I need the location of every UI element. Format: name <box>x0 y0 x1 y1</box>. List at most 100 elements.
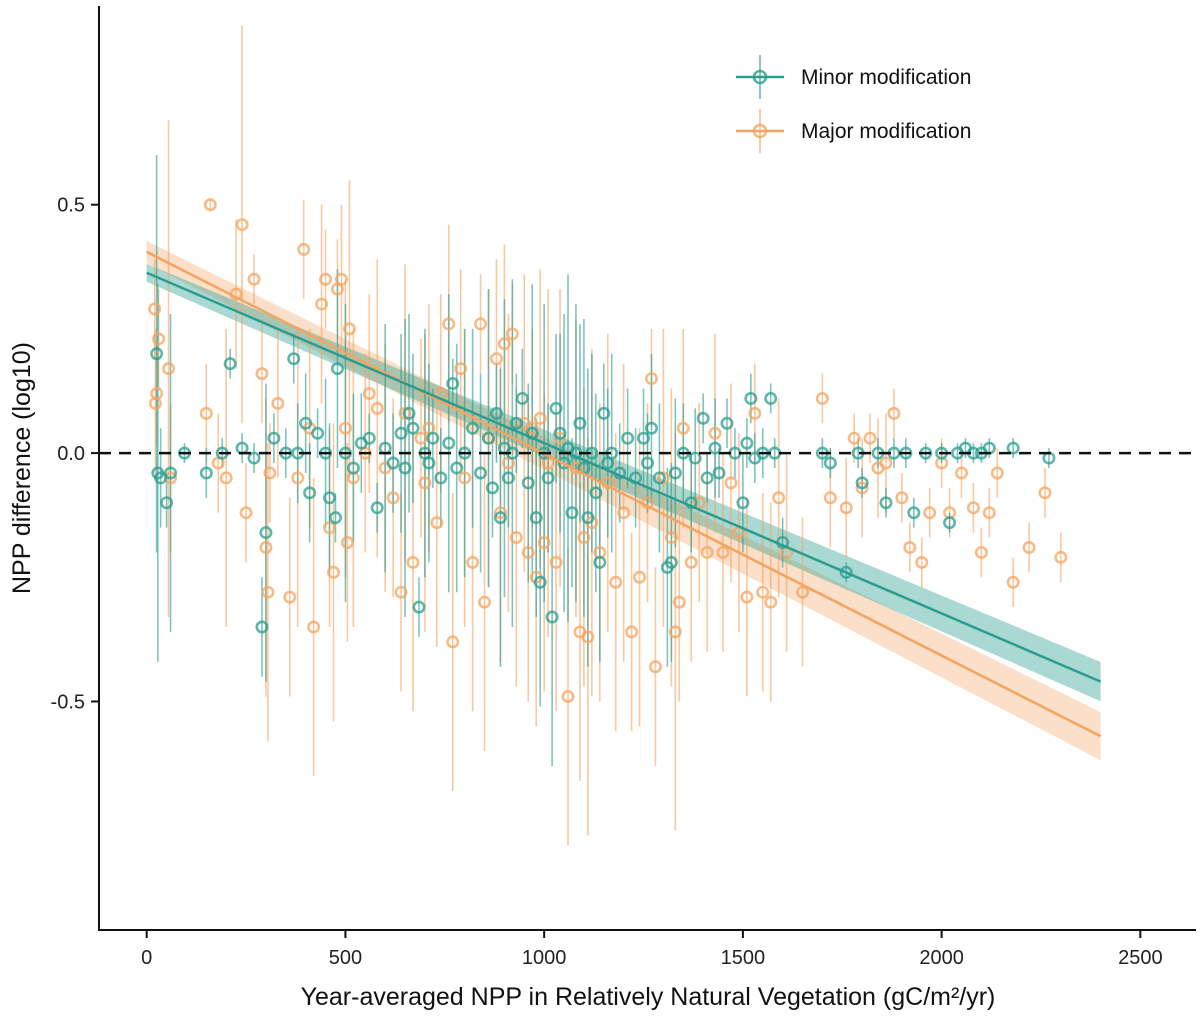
minor-legend-marker <box>752 69 768 85</box>
major-data-point <box>609 575 623 589</box>
major-data-point <box>1022 540 1036 554</box>
minor-data-point <box>501 471 515 485</box>
minor-data-point <box>303 486 317 500</box>
major-data-point <box>581 630 595 644</box>
major-data-point <box>478 595 492 609</box>
minor-data-point <box>736 496 750 510</box>
major-data-point <box>203 198 217 212</box>
minor-data-point <box>879 496 893 510</box>
major-data-point <box>684 555 698 569</box>
minor-data-point <box>362 431 376 445</box>
minor-legend-label: Minor modification <box>801 66 971 89</box>
major-data-point <box>454 362 468 376</box>
x-tick-label: 1000 <box>522 947 567 969</box>
minor-data-point <box>509 416 523 430</box>
major-data-point <box>362 386 376 400</box>
major-data-point <box>764 595 778 609</box>
major-data-point <box>1038 486 1052 500</box>
major-data-point <box>442 317 456 331</box>
minor-data-point <box>581 511 595 525</box>
minor-data-point <box>708 441 722 455</box>
minor-data-point <box>493 511 507 525</box>
minor-data-point <box>474 466 488 480</box>
major-data-point <box>261 585 275 599</box>
minor-data-point <box>764 391 778 405</box>
minor-data-point <box>688 451 702 465</box>
minor-data-point <box>323 491 337 505</box>
minor-data-point <box>529 511 543 525</box>
major-data-point <box>297 242 311 256</box>
legend: Minor modification Major modification <box>736 55 971 153</box>
major-data-point <box>676 421 690 435</box>
major-data-point <box>823 491 837 505</box>
x-tick-label: 2500 <box>1118 947 1163 969</box>
major-data-point <box>509 531 523 545</box>
major-data-point <box>895 491 909 505</box>
minor-data-point <box>823 456 837 470</box>
major-data-point <box>553 431 567 445</box>
major-data-point <box>915 555 929 569</box>
major-data-point <box>199 406 213 420</box>
major-data-point <box>458 471 472 485</box>
minor-data-point <box>402 406 416 420</box>
minor-data-point <box>442 436 456 450</box>
major-data-point <box>414 431 428 445</box>
minor-data-point <box>644 421 658 435</box>
major-data-point <box>644 372 658 386</box>
major-data-point <box>923 506 937 520</box>
minor-data-point <box>386 456 400 470</box>
minor-data-point <box>466 421 480 435</box>
major-data-point <box>398 406 412 420</box>
minor-data-point <box>720 416 734 430</box>
minor-data-point <box>521 476 535 490</box>
x-axis-ticks: 0 500 1000 1500 2000 2500 <box>141 930 1163 969</box>
minor-data-point <box>287 352 301 366</box>
major-data-point <box>708 426 722 440</box>
major-data-point <box>1054 550 1068 564</box>
major-data-point <box>152 332 166 346</box>
major-data-point <box>334 272 348 286</box>
minor-data-point <box>160 496 174 510</box>
minor-data-point <box>589 486 603 500</box>
minor-data-point <box>640 456 654 470</box>
major-data-point <box>247 272 261 286</box>
major-data-point <box>656 471 670 485</box>
major-data-point <box>418 476 432 490</box>
minor-data-point <box>398 461 412 475</box>
minor-data-point <box>565 506 579 520</box>
major-data-point <box>338 421 352 435</box>
major-data-point <box>879 456 893 470</box>
major-data-point <box>815 391 829 405</box>
minor-data-point <box>541 471 555 485</box>
major-data-point <box>625 625 639 639</box>
major-data-point <box>1006 575 1020 589</box>
major-legend-marker <box>752 123 768 139</box>
major-data-point <box>386 491 400 505</box>
major-data-point <box>219 471 233 485</box>
minor-data-point <box>164 466 178 480</box>
minor-data-point <box>839 565 853 579</box>
major-data-point <box>489 352 503 366</box>
major-data-point <box>672 595 686 609</box>
major-data-point <box>796 585 810 599</box>
minor-data-point <box>545 610 559 624</box>
major-data-point <box>668 625 682 639</box>
minor-data-point <box>426 431 440 445</box>
minor-data-point <box>700 471 714 485</box>
major-data-point <box>756 585 770 599</box>
major-data-point <box>446 635 460 649</box>
major-data-point <box>271 396 285 410</box>
minor-data-point <box>311 426 325 440</box>
minor-fit-line <box>146 271 1102 683</box>
minor-data-point <box>450 461 464 475</box>
major-data-point <box>617 506 631 520</box>
major-data-point <box>633 570 647 584</box>
minor-data-point <box>744 391 758 405</box>
minor-data-point <box>330 362 344 376</box>
minor-data-point <box>434 471 448 485</box>
minor-data-point <box>485 481 499 495</box>
major-data-point <box>291 471 305 485</box>
minor-data-point <box>712 466 726 480</box>
major-data-point <box>406 555 420 569</box>
